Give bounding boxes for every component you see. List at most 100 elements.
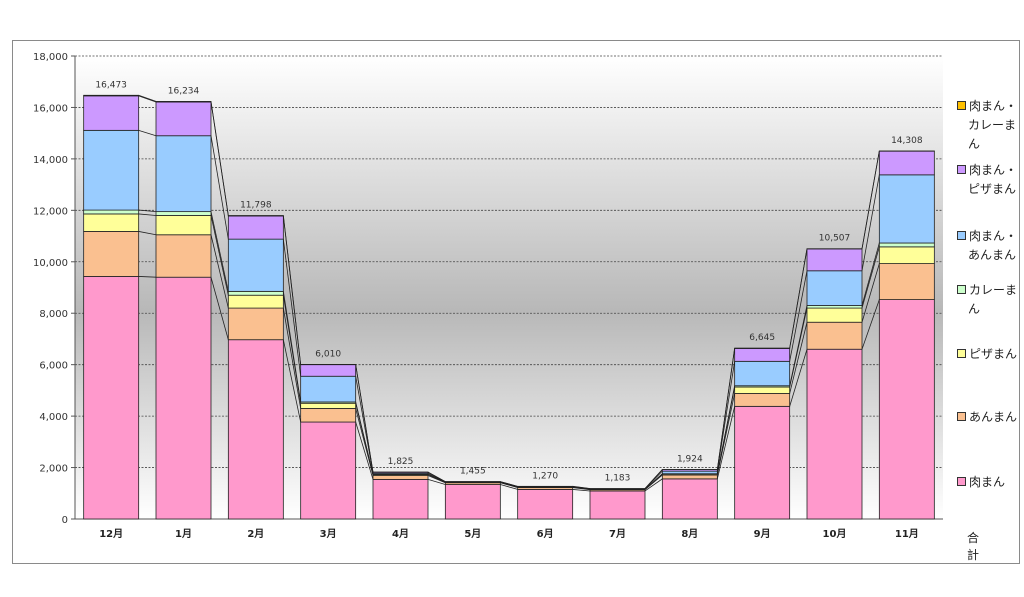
bar-segment	[879, 243, 934, 247]
x-tick-label: 8月	[681, 528, 698, 540]
bar-segment	[807, 308, 862, 322]
legend-swatch	[957, 285, 966, 294]
total-label: 1,183	[605, 474, 631, 484]
legend-swatch	[957, 477, 966, 486]
legend-item: カレーまん	[957, 281, 1017, 319]
y-tick-label: 6,000	[39, 361, 68, 372]
total-label: 16,473	[95, 80, 127, 90]
total-label: 16,234	[168, 86, 200, 96]
legend-label: 肉まん・	[969, 163, 1017, 177]
total-label: 1,455	[460, 467, 486, 477]
bar-segment	[301, 365, 356, 377]
legend-label: あんまん	[969, 410, 1017, 424]
bar-segment	[156, 102, 211, 136]
bar-segment	[301, 422, 356, 519]
legend-label: ん	[968, 137, 980, 151]
bar-segment	[807, 271, 862, 306]
x-tick-label: 6月	[537, 528, 554, 540]
legend-item: ピザまん	[957, 345, 1017, 364]
legend-swatch	[957, 231, 966, 240]
bar-segment	[156, 136, 211, 212]
legend-label: カレーま	[969, 283, 1017, 297]
y-tick-label: 16,000	[33, 103, 68, 114]
legend-label: 肉まん	[969, 475, 1005, 489]
total-label: 11,798	[240, 201, 272, 211]
chart-frame: 0 2,000 4,000 6,000 8,000 10,000 12,000 14,000 1…	[12, 40, 1020, 564]
legend-total-label: 合計	[967, 529, 1024, 563]
x-tick-label: 7月	[609, 528, 626, 540]
legend-swatch	[957, 349, 966, 358]
bar-segment	[879, 300, 934, 519]
legend-item: あんまん	[957, 408, 1017, 427]
x-tick-label: 3月	[320, 528, 337, 540]
y-tick-label: 2,000	[39, 464, 68, 475]
y-tick-label: 4,000	[39, 412, 68, 423]
legend-label: 肉まん・	[969, 229, 1017, 243]
stacked-bar-chart: 0 2,000 4,000 6,000 8,000 10,000 12,000 14,000 1…	[13, 41, 1019, 563]
legend-item: 肉まん・ピザまん	[957, 161, 1017, 199]
bar-segment	[228, 340, 283, 519]
y-tick-label: 12,000	[33, 206, 68, 217]
bar-segment	[301, 376, 356, 402]
legend-label: ん	[968, 302, 980, 316]
bar-segment	[84, 214, 139, 231]
bar-segment	[662, 475, 717, 479]
bar-segment	[518, 489, 573, 519]
bar-segment	[156, 101, 211, 102]
bar-segment	[156, 215, 211, 234]
legend-label: 肉まん・	[969, 99, 1017, 113]
bar-segment	[156, 212, 211, 216]
legend-label: あんまん	[968, 248, 1016, 262]
bar-segment	[84, 231, 139, 276]
bar-segment	[301, 403, 356, 408]
x-tick-label: 9月	[754, 528, 771, 540]
legend-label: カレーま	[968, 118, 1016, 132]
y-tick-label: 14,000	[33, 155, 68, 166]
bar-segment	[807, 322, 862, 349]
bar-segment	[156, 235, 211, 277]
bar-segment	[879, 247, 934, 264]
bar-segment	[156, 277, 211, 519]
legend-label: ピザまん	[969, 347, 1017, 361]
legend-swatch	[957, 165, 966, 174]
y-tick-label: 8,000	[39, 309, 68, 320]
x-tick-label: 5月	[464, 528, 481, 540]
total-label: 6,010	[315, 349, 341, 359]
bar-segment	[84, 276, 139, 519]
bar-segment	[662, 479, 717, 519]
bar-segment	[373, 476, 428, 480]
bar-segment	[84, 210, 139, 214]
legend-item: 肉まん・カレーまん	[957, 97, 1017, 154]
bar-segment	[735, 348, 790, 361]
bar-segment	[84, 95, 139, 96]
y-tick-label: 10,000	[33, 258, 68, 269]
bar-segment	[84, 96, 139, 130]
bar-segment	[735, 361, 790, 385]
bar-segment	[735, 393, 790, 406]
x-tick-label: 11月	[895, 528, 919, 540]
legend-swatch	[957, 101, 966, 110]
bar-segment	[228, 291, 283, 295]
total-label: 1,924	[677, 455, 703, 465]
bar-segment	[228, 308, 283, 340]
bar-segment	[735, 387, 790, 393]
bar-segment	[879, 175, 934, 243]
bar-segment	[228, 295, 283, 308]
bar-segment	[373, 479, 428, 519]
bar-segment	[84, 130, 139, 210]
x-tick-label: 10月	[823, 528, 847, 540]
total-label: 1,270	[532, 471, 558, 481]
x-tick-label: 2月	[247, 528, 264, 540]
total-label: 1,825	[388, 457, 414, 467]
total-label: 10,507	[819, 234, 851, 244]
legend-item: 肉まん	[957, 473, 1005, 492]
legend-swatch	[957, 412, 966, 421]
bar-segment	[301, 408, 356, 422]
bar-segment	[807, 349, 862, 519]
legend-item: 肉まん・あんまん	[957, 227, 1017, 265]
bar-segment	[445, 485, 500, 519]
x-tick-label: 12月	[99, 528, 123, 540]
y-tick-label: 0	[62, 515, 68, 526]
total-label: 6,645	[749, 333, 775, 343]
x-tick-label: 1月	[175, 528, 192, 540]
